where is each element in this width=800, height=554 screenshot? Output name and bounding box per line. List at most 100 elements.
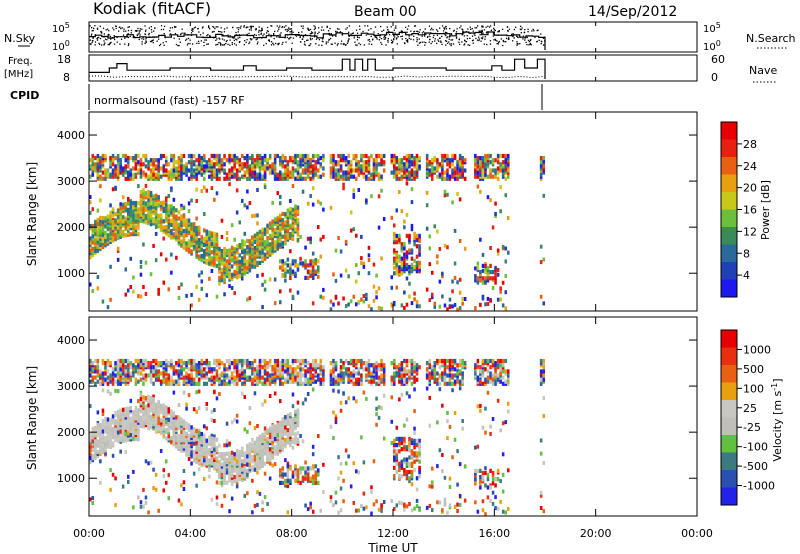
nsearch-dot bbox=[162, 42, 164, 44]
echo-cell bbox=[235, 256, 239, 261]
echo-cell bbox=[205, 381, 209, 386]
echo-cell bbox=[96, 158, 100, 163]
nsearch-dot bbox=[335, 35, 337, 37]
echo-cell bbox=[177, 156, 181, 161]
echo-cell bbox=[235, 188, 239, 193]
echo-cell bbox=[405, 391, 409, 396]
nsearch-dot bbox=[288, 38, 290, 40]
nsearch-dot bbox=[464, 40, 466, 42]
echo-cell bbox=[382, 377, 386, 382]
echo-cell bbox=[329, 495, 333, 500]
echo-cell bbox=[142, 487, 145, 492]
echo-cell bbox=[132, 219, 135, 224]
echo-cell bbox=[124, 358, 128, 364]
nsearch-dot bbox=[315, 38, 318, 40]
nsearch-dot bbox=[343, 43, 345, 46]
echo-cell bbox=[365, 373, 368, 378]
nsearch-dot bbox=[150, 26, 152, 28]
echo-cell bbox=[499, 162, 502, 167]
nsearch-dot bbox=[270, 25, 272, 27]
echo-cell bbox=[132, 200, 135, 206]
echo-cell bbox=[210, 250, 214, 255]
echo-cell bbox=[342, 371, 345, 376]
echo-cell bbox=[431, 480, 434, 485]
nsearch-dot bbox=[96, 28, 99, 30]
echo-cell bbox=[441, 274, 444, 279]
nsearch-dot bbox=[231, 43, 233, 45]
echo-cell bbox=[360, 297, 363, 302]
nsearch-dot bbox=[401, 30, 403, 32]
echo-cell bbox=[355, 263, 358, 268]
echo-cell bbox=[311, 156, 315, 161]
nsearch-dot bbox=[466, 38, 469, 40]
nsearch-dot bbox=[292, 37, 295, 39]
echo-cell bbox=[476, 184, 480, 189]
power-data-cells bbox=[89, 153, 546, 312]
echo-cell bbox=[152, 217, 155, 222]
nsearch-dot bbox=[278, 28, 280, 30]
nsearch-dot bbox=[471, 28, 473, 30]
echo-cell bbox=[418, 238, 421, 243]
nsearch-dot bbox=[356, 39, 359, 41]
echo-cell bbox=[129, 168, 133, 173]
nave-label: Nave bbox=[749, 64, 777, 77]
echo-cell bbox=[248, 247, 252, 252]
nsearch-dot bbox=[136, 34, 138, 36]
echo-cell bbox=[463, 176, 467, 181]
nsearch-dot bbox=[192, 30, 194, 32]
echo-cell bbox=[413, 264, 416, 270]
echo-cell bbox=[281, 172, 285, 177]
echo-cell bbox=[170, 210, 173, 215]
echo-cell bbox=[266, 229, 269, 234]
echo-cell bbox=[496, 251, 500, 256]
nsearch-dot bbox=[149, 40, 152, 43]
echo-cell bbox=[134, 153, 138, 159]
echo-cell bbox=[233, 153, 236, 159]
echo-cell bbox=[170, 204, 173, 209]
echo-cell bbox=[215, 263, 219, 268]
echo-cell bbox=[109, 487, 112, 492]
echo-cell bbox=[192, 160, 196, 165]
echo-cell bbox=[481, 158, 485, 163]
echo-cell bbox=[197, 254, 201, 259]
echo-cell bbox=[403, 242, 406, 247]
nsearch-dot bbox=[467, 28, 469, 30]
echo-cell bbox=[91, 158, 95, 163]
echo-cell bbox=[258, 491, 262, 496]
echo-cell bbox=[491, 286, 495, 290]
echo-cell bbox=[393, 223, 396, 228]
echo-cell bbox=[311, 301, 315, 306]
echo-cell bbox=[258, 238, 262, 243]
echo-cell bbox=[372, 170, 376, 175]
y-tick-label: 4000 bbox=[57, 129, 85, 142]
echo-cell bbox=[365, 168, 368, 173]
echo-cell bbox=[197, 273, 201, 278]
echo-cell bbox=[149, 209, 153, 214]
echo-cell bbox=[342, 176, 345, 181]
echo-cell bbox=[279, 194, 282, 199]
echo-cell bbox=[446, 419, 449, 424]
echo-cell bbox=[248, 365, 252, 370]
nsearch-dot bbox=[368, 38, 370, 41]
echo-cell bbox=[408, 233, 411, 238]
nsearch-dot bbox=[530, 44, 532, 46]
echo-cell bbox=[463, 464, 467, 469]
echo-cell bbox=[225, 358, 229, 364]
echo-cell bbox=[314, 358, 318, 364]
nsearch-dot bbox=[190, 34, 193, 36]
nsearch-dot bbox=[444, 33, 446, 36]
echo-cell bbox=[253, 246, 257, 251]
echo-cell bbox=[481, 263, 485, 268]
echo-cell bbox=[104, 153, 107, 159]
echo-cell bbox=[375, 422, 378, 427]
echo-cell bbox=[418, 365, 421, 370]
echo-cell bbox=[390, 170, 394, 175]
nsearch-dot bbox=[229, 35, 231, 37]
nsearch-dot bbox=[229, 39, 231, 41]
echo-cell bbox=[180, 282, 183, 287]
echo-cell bbox=[448, 373, 452, 378]
echo-cell bbox=[370, 194, 373, 199]
echo-cell bbox=[152, 381, 155, 386]
echo-cell bbox=[180, 239, 183, 244]
nsearch-dot bbox=[139, 28, 141, 30]
